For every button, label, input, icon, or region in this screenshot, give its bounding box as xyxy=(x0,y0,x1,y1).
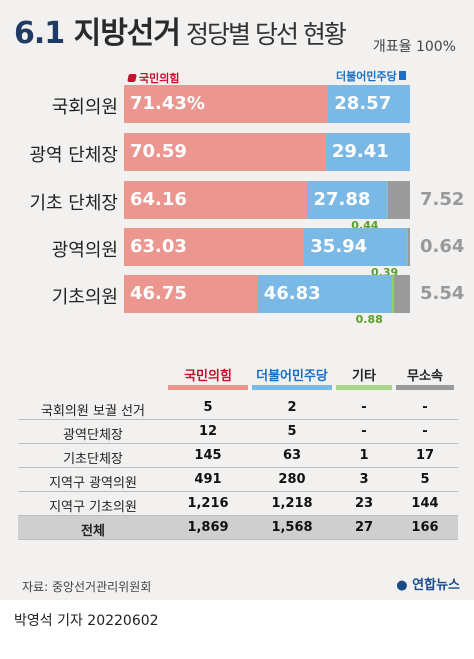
table-cell: 3 xyxy=(359,472,369,487)
table-cell: - xyxy=(361,400,367,415)
table-row: 기초단체장 145 63 1 17 xyxy=(18,444,458,468)
table-cell: 27 xyxy=(354,520,374,535)
table-cell: 1,216 xyxy=(187,496,229,511)
legend-dp: 더불어민주당 xyxy=(336,68,406,84)
column-header-label: 무소속 xyxy=(407,369,443,384)
bar-ppp xyxy=(124,85,329,123)
column-color-bar xyxy=(252,385,332,390)
bar-minor xyxy=(391,275,395,313)
value-label: 46.83 xyxy=(263,283,321,304)
table-cell: 166 xyxy=(411,520,439,535)
dp-logo-icon xyxy=(398,71,406,80)
bar-ppp xyxy=(124,133,326,171)
column-color-bar xyxy=(336,385,392,390)
value-label: 63.03 xyxy=(130,236,187,257)
minor-value-label: 0.88 xyxy=(355,313,383,326)
table-total-row: 전체 1,869 1,568 27 166 xyxy=(18,516,458,540)
chart-row: 광역 단체장 70.59 29.41 xyxy=(0,133,474,173)
bar-dp xyxy=(304,228,408,266)
column-header: 무소속 xyxy=(396,350,454,390)
bar-other xyxy=(408,228,410,266)
column-header: 기타 xyxy=(336,350,392,390)
category-label: 기초의원 xyxy=(51,287,118,308)
column-header-label: 국민의힘 xyxy=(184,369,232,384)
column-header: 더불어민주당 xyxy=(252,350,332,390)
table-cell: - xyxy=(361,424,367,439)
table-cell: 2 xyxy=(287,400,297,415)
table-row: 광역단체장 12 5 - - xyxy=(18,420,458,444)
value-label: 35.94 xyxy=(310,236,368,257)
bar-dp xyxy=(307,181,388,219)
table-cell: 1 xyxy=(359,448,369,463)
bar-minor xyxy=(387,181,389,219)
legend-ppp: 국민의힘 xyxy=(127,70,179,86)
table-cell: 1,568 xyxy=(271,520,313,535)
yonhap-logo-icon: ● xyxy=(396,578,408,593)
value-label: 70.59 xyxy=(130,141,187,162)
other-value-label: 0.64 xyxy=(420,236,465,257)
table-cell: 280 xyxy=(278,472,306,487)
table-cell: 12 xyxy=(198,424,218,439)
table-cell: - xyxy=(422,424,428,439)
chart-row: 기초 단체장 64.16 27.88 7.52 0.44 xyxy=(0,181,474,232)
column-color-bar xyxy=(168,385,248,390)
bar-minor xyxy=(407,228,409,266)
chart-row: 기초의원 46.75 46.83 5.54 0.88 xyxy=(0,275,474,326)
value-label: 71.43% xyxy=(130,93,205,114)
category-label: 광역 단체장 xyxy=(29,145,118,166)
table-row: 국회의원 보궐 선거 5 2 - - xyxy=(18,396,458,420)
table-cell: 145 xyxy=(194,448,222,463)
subtitle: 정당별 당선 현황 xyxy=(186,20,347,49)
bar-other xyxy=(394,275,410,313)
chart-row: 국회의원 71.43% 28.57 xyxy=(0,85,474,125)
source-note: 자료: 중앙선거관리위원회 xyxy=(22,580,152,594)
bar-other xyxy=(388,181,410,219)
table-cell: 1,218 xyxy=(271,496,313,511)
table-cell: 1,869 xyxy=(187,520,229,535)
value-label: 27.88 xyxy=(313,189,371,210)
column-header-label: 기타 xyxy=(352,369,376,384)
category-label: 광역의원 xyxy=(51,240,118,261)
table-cell: 5 xyxy=(203,400,213,415)
category-label: 기초 단체장 xyxy=(29,193,118,214)
category-label: 국회의원 xyxy=(51,97,118,118)
other-value-label: 7.52 xyxy=(420,189,465,210)
value-label: 46.75 xyxy=(130,283,187,304)
table-cell: 17 xyxy=(415,448,435,463)
bar-ppp xyxy=(124,275,258,313)
table-cell: 144 xyxy=(411,496,439,511)
column-header-label: 더불어민주당 xyxy=(256,369,328,384)
yonhap-logo: ● 연합뉴스 xyxy=(396,578,460,593)
table-row: 지역구 기초의원 1,216 1,218 23 144 xyxy=(18,492,458,516)
table-cell: 5 xyxy=(420,472,430,487)
row-label: 기초단체장 xyxy=(63,452,123,467)
row-label: 지역구 기초의원 xyxy=(49,500,137,515)
table-cell: - xyxy=(422,400,428,415)
row-label: 전체 xyxy=(81,524,105,539)
table-cell: 491 xyxy=(194,472,222,487)
count-rate: 개표율 100% xyxy=(372,39,456,55)
column-header: 국민의힘 xyxy=(168,350,248,390)
column-color-bar xyxy=(396,385,454,390)
table-cell: 23 xyxy=(354,496,374,511)
page-title: 6.1 지방선거 정당별 당선 현황 xyxy=(14,16,347,51)
bar-ppp xyxy=(124,228,305,266)
value-label: 29.41 xyxy=(331,141,389,162)
value-label: 64.16 xyxy=(130,189,187,210)
table-cell: 63 xyxy=(282,448,302,463)
other-value-label: 5.54 xyxy=(420,283,465,304)
byline: 박영석 기자 20220602 xyxy=(14,613,159,629)
row-label: 국회의원 보궐 선거 xyxy=(41,404,145,419)
ppp-logo-icon xyxy=(127,74,137,82)
table-row: 지역구 광역의원 491 280 3 5 xyxy=(18,468,458,492)
bar-dp xyxy=(328,85,410,123)
table-cell: 5 xyxy=(287,424,297,439)
value-label: 28.57 xyxy=(334,93,392,114)
bar-dp xyxy=(257,275,392,313)
bar-ppp xyxy=(124,181,308,219)
row-label: 광역단체장 xyxy=(63,428,123,443)
chart-row: 광역의원 63.03 35.94 0.64 0.39 xyxy=(0,228,474,279)
row-label: 지역구 광역의원 xyxy=(49,476,137,491)
bar-dp xyxy=(325,133,410,171)
